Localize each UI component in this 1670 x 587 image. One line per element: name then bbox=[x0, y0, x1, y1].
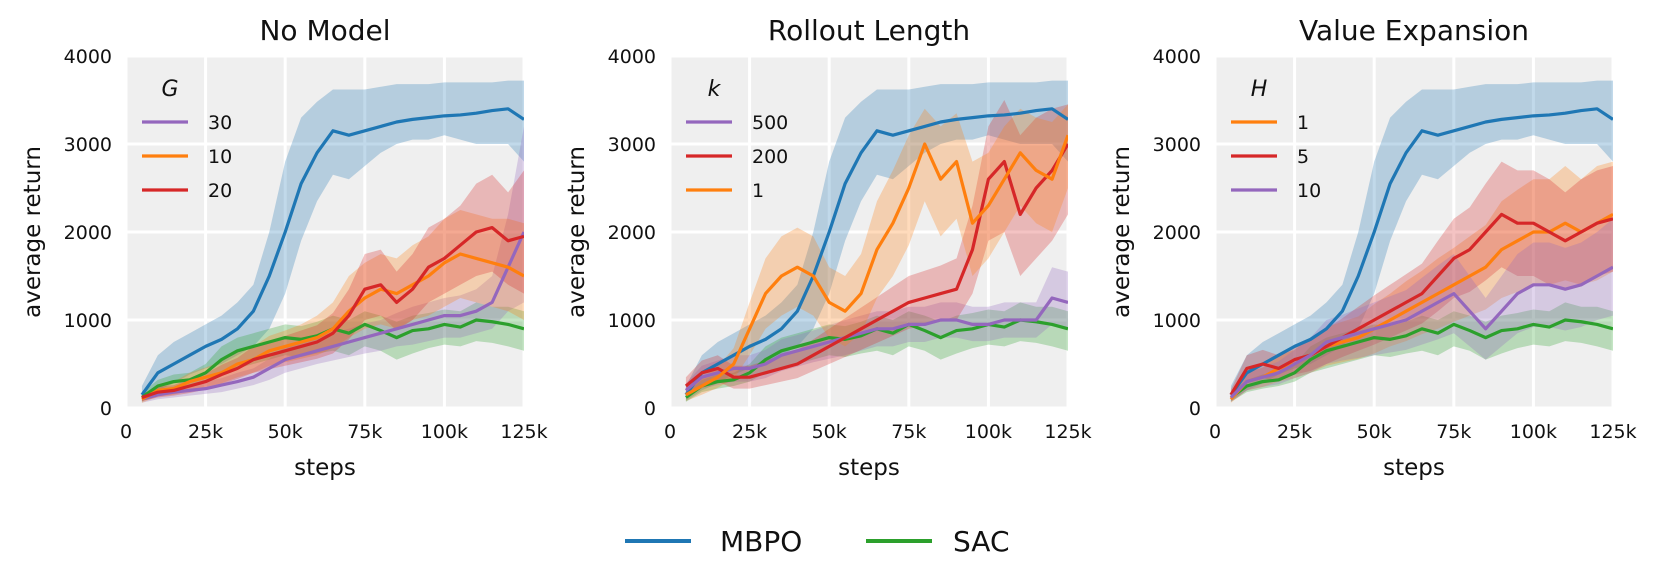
y-tick-label: 4000 bbox=[608, 46, 656, 68]
legend-label: 1 bbox=[752, 180, 764, 202]
y-tick-label: 2000 bbox=[64, 222, 112, 244]
y-tick-label: 0 bbox=[1189, 398, 1201, 420]
plot-marks bbox=[684, 80, 1068, 402]
y-tick-label: 0 bbox=[644, 398, 656, 420]
y-axis-label: average return bbox=[20, 146, 46, 318]
series-band bbox=[141, 170, 524, 401]
x-tick-label: 100k bbox=[965, 421, 1012, 443]
panel-legend: G 30 10 20 bbox=[142, 77, 232, 202]
figure-legend-label: MBPO bbox=[720, 525, 802, 558]
series-line bbox=[141, 231, 524, 401]
x-tick-label: 125k bbox=[500, 421, 547, 443]
panel-legend: H 1 5 10 bbox=[1231, 77, 1321, 202]
legend-label: 1 bbox=[1297, 112, 1309, 134]
chart-title: No Model bbox=[259, 14, 390, 47]
y-tick-label: 3000 bbox=[1153, 134, 1201, 156]
plot-marks bbox=[140, 80, 524, 403]
x-tick-label: 75k bbox=[347, 421, 382, 443]
y-tick-label: 4000 bbox=[64, 46, 112, 68]
y-tick-label: 2000 bbox=[608, 222, 656, 244]
x-tick-label: 125k bbox=[1044, 421, 1091, 443]
series-line bbox=[684, 107, 1068, 396]
series-line bbox=[141, 226, 524, 399]
y-tick-label: 0 bbox=[100, 398, 112, 420]
series-line bbox=[684, 296, 1068, 392]
x-tick-label: 50k bbox=[268, 421, 303, 443]
x-tick-label: 125k bbox=[1589, 421, 1636, 443]
x-tick-label: 25k bbox=[188, 421, 223, 443]
panel-legend: k 500 200 1 bbox=[686, 77, 788, 202]
x-axis-label: steps bbox=[838, 455, 900, 481]
y-tick-label: 3000 bbox=[64, 134, 112, 156]
chart-panel: Rollout Length 0 25k 50k 75k 100k 125k 0 1000 200… bbox=[564, 14, 1092, 481]
series-line bbox=[1229, 107, 1613, 396]
legend-label: 30 bbox=[208, 112, 232, 134]
legend-title: k bbox=[708, 77, 722, 102]
y-tick-label: 1000 bbox=[1153, 310, 1201, 332]
series-band bbox=[1230, 80, 1613, 401]
legend-label: 10 bbox=[208, 146, 232, 168]
x-tick-label: 75k bbox=[891, 421, 926, 443]
legend-label: 500 bbox=[752, 112, 788, 134]
y-tick-label: 1000 bbox=[64, 310, 112, 332]
series-line bbox=[685, 134, 1068, 397]
series-line bbox=[1229, 265, 1613, 399]
x-tick-label: 50k bbox=[812, 421, 847, 443]
figure-legend: MBPO SAC bbox=[625, 525, 1010, 558]
x-axis-label: steps bbox=[1383, 455, 1445, 481]
legend-label: 20 bbox=[208, 180, 232, 202]
x-tick-label: 50k bbox=[1357, 421, 1392, 443]
y-tick-label: 4000 bbox=[1153, 46, 1201, 68]
x-axis-label: steps bbox=[294, 455, 356, 481]
legend-label: 200 bbox=[752, 146, 788, 168]
x-tick-label: 0 bbox=[664, 421, 676, 443]
x-tick-label: 25k bbox=[732, 421, 767, 443]
chart-panel: No Model 0 25k 50k 75k 100k 125k 0 1000 2000 3000 4… bbox=[20, 14, 548, 481]
x-tick-label: 0 bbox=[1209, 421, 1221, 443]
legend-title: G bbox=[161, 77, 178, 102]
series-band bbox=[141, 210, 524, 403]
chart-title: Value Expansion bbox=[1299, 14, 1529, 47]
chart-title: Rollout Length bbox=[768, 14, 970, 47]
y-axis-label: average return bbox=[1109, 146, 1135, 318]
x-tick-label: 75k bbox=[1436, 421, 1471, 443]
y-tick-label: 1000 bbox=[608, 310, 656, 332]
x-tick-label: 25k bbox=[1277, 421, 1312, 443]
x-tick-label: 0 bbox=[120, 421, 132, 443]
series-band bbox=[685, 80, 1068, 401]
series-line bbox=[1229, 318, 1613, 399]
series-band bbox=[141, 126, 524, 403]
chart-panel: Value Expansion 0 25k 50k 75k 100k 125k 0 1000 20… bbox=[1109, 14, 1637, 481]
legend-label: 5 bbox=[1297, 146, 1309, 168]
x-tick-label: 100k bbox=[421, 421, 468, 443]
series-band bbox=[685, 100, 1068, 395]
series-line bbox=[141, 252, 524, 401]
x-tick-label: 100k bbox=[1510, 421, 1557, 443]
y-tick-label: 2000 bbox=[1153, 222, 1201, 244]
series-band bbox=[685, 267, 1068, 398]
plot-marks bbox=[1229, 80, 1613, 403]
legend-title: H bbox=[1251, 77, 1268, 102]
y-axis-label: average return bbox=[564, 146, 590, 318]
series-line bbox=[140, 107, 524, 396]
series-line bbox=[684, 143, 1068, 388]
series-line bbox=[1229, 212, 1613, 396]
y-tick-label: 3000 bbox=[608, 134, 656, 156]
series-band bbox=[141, 80, 524, 401]
legend-label: 10 bbox=[1297, 180, 1321, 202]
figure-legend-label: SAC bbox=[953, 525, 1010, 558]
